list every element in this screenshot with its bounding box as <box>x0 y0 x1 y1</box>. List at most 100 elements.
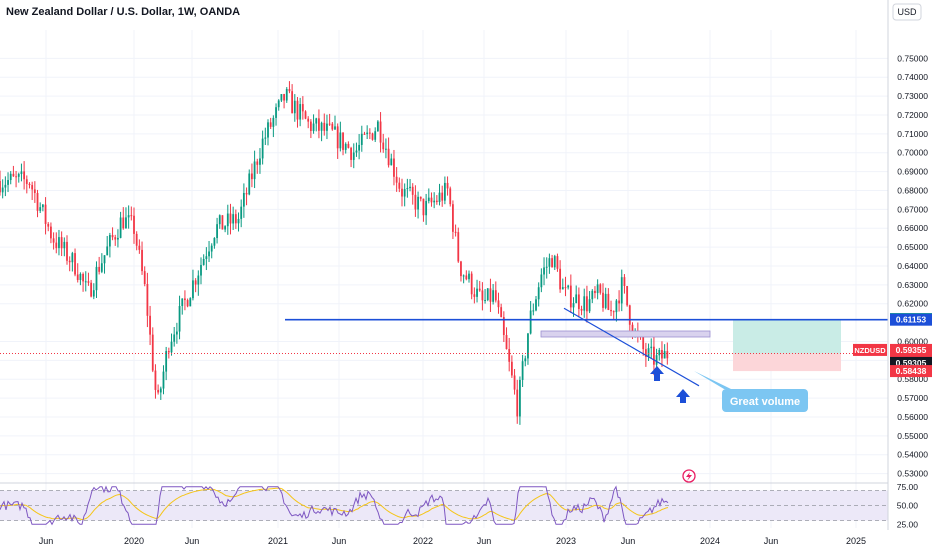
candle-body <box>374 131 377 140</box>
price-axis-label: 0.57000 <box>897 393 928 403</box>
candle-body <box>28 183 31 186</box>
time-axis-label: Jun <box>39 536 54 546</box>
candle-body <box>44 204 47 224</box>
candle-body <box>360 133 363 145</box>
candle-body <box>151 334 154 371</box>
candle-body <box>449 188 452 205</box>
callout[interactable]: Great volume <box>694 371 808 412</box>
candle-body <box>194 280 197 285</box>
candle-body <box>478 288 481 291</box>
candle-body <box>304 111 307 119</box>
price-axis-label: 0.67000 <box>897 204 928 214</box>
trend-line[interactable] <box>563 307 700 387</box>
price-axis-label: 0.62000 <box>897 299 928 309</box>
candle-body <box>23 171 26 180</box>
time-axis[interactable]: Jun 2020 Jun 2021 Jun 2022 Jun 2023 Jun 2024 Jun 20… <box>0 530 932 550</box>
candle-body <box>50 226 52 239</box>
price-tag-label: 0.61153 <box>896 315 927 325</box>
candle-body <box>125 217 127 229</box>
lightning-icon[interactable] <box>682 469 696 483</box>
price-axis-label: 0.58000 <box>897 374 928 384</box>
candle-body <box>331 123 334 130</box>
candle-body <box>267 122 269 138</box>
candle-body <box>47 223 50 227</box>
arrow-up-icon <box>676 389 690 403</box>
candle-body <box>580 308 583 311</box>
candle-body <box>269 122 272 127</box>
candle-body <box>63 241 66 249</box>
candle-body <box>588 299 591 312</box>
candle-body <box>470 273 473 295</box>
candle-body <box>508 349 511 362</box>
price-axis-label: 0.70000 <box>897 148 928 158</box>
candle-body <box>543 267 545 275</box>
candle-body <box>497 300 500 308</box>
rsi-pane[interactable] <box>0 482 932 526</box>
candle-body <box>143 271 146 285</box>
candle-body <box>452 204 454 232</box>
rsi-line <box>0 485 669 526</box>
price-axis-bg <box>888 0 932 530</box>
candle-body <box>425 201 428 216</box>
price-axis-label: 0.74000 <box>897 72 928 82</box>
candle-body <box>41 204 44 208</box>
candle-body <box>242 192 245 207</box>
candle-body <box>398 182 401 189</box>
candle-body <box>465 275 468 280</box>
price-axis-label: 0.55000 <box>897 431 928 441</box>
candle-body <box>15 176 17 178</box>
candle-body <box>280 94 283 101</box>
candle-body <box>358 144 361 151</box>
candle-body <box>318 118 320 131</box>
candle-body <box>245 192 248 195</box>
candle-body <box>25 179 28 184</box>
currency-button[interactable] <box>892 3 922 21</box>
drawings-layer[interactable] <box>0 307 888 387</box>
support-zone[interactable] <box>540 330 711 338</box>
candle-body <box>229 213 232 224</box>
long-position-tool[interactable] <box>733 319 841 372</box>
candle-body <box>599 284 602 293</box>
price-axis-label: 0.60000 <box>897 336 928 346</box>
candle-body <box>521 361 524 380</box>
candle-body <box>4 184 7 188</box>
long-target-zone[interactable] <box>733 319 841 354</box>
candle-body <box>435 200 438 203</box>
time-axis-bg <box>0 530 932 550</box>
candle-body <box>545 266 548 268</box>
candle-body <box>406 188 409 190</box>
rsi-axis-label: 75.00 <box>897 482 919 492</box>
candle-body <box>71 253 74 263</box>
candle-body <box>159 388 162 393</box>
candle-body <box>527 333 529 359</box>
candle-body <box>181 298 184 307</box>
candle-body <box>92 290 95 297</box>
candle-body <box>347 143 350 148</box>
candle-body <box>401 188 403 197</box>
price-axis[interactable]: 0.75000 0.74000 0.73000 0.72000 0.71000 0.700… <box>853 0 932 530</box>
candle-body <box>355 150 358 153</box>
candle-body <box>572 303 575 308</box>
candle-body <box>409 186 411 189</box>
candle-body <box>31 185 34 190</box>
candle-body <box>285 89 288 101</box>
candle-body <box>256 161 259 165</box>
candle-body <box>417 196 419 210</box>
candle-body <box>312 123 315 132</box>
candle-body <box>516 389 519 417</box>
time-axis-label: 2025 <box>846 536 866 546</box>
candle-body <box>363 133 366 135</box>
candle-body <box>170 341 173 353</box>
candle-body <box>320 122 323 131</box>
time-axis-label: Jun <box>332 536 347 546</box>
candle-body <box>84 281 87 283</box>
candle-body <box>127 215 130 218</box>
long-stop-zone[interactable] <box>733 353 841 372</box>
candle-body <box>366 132 369 135</box>
candle-body <box>122 217 125 229</box>
candle-body <box>326 123 328 131</box>
candle-body <box>272 117 275 127</box>
candle-body <box>368 132 371 134</box>
candle-body <box>537 287 540 300</box>
